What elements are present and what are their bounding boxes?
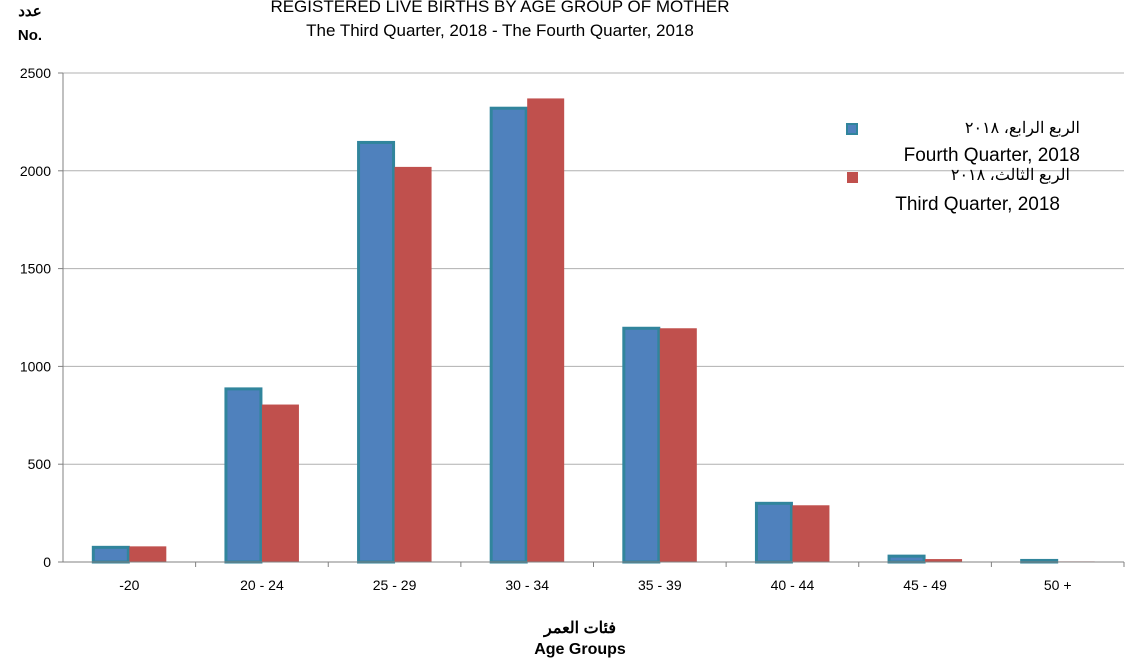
bar-third-quarter <box>129 546 167 562</box>
x-tick-label: 45 - 49 <box>903 577 947 593</box>
chart-subtitle: The Third Quarter, 2018 - The Fourth Qua… <box>306 21 694 40</box>
legend-swatch-fourth-quarter <box>846 123 858 135</box>
x-tick-label: 50 + <box>1044 577 1072 593</box>
x-axis-label-arabic: فئات العمر <box>544 620 616 637</box>
x-tick-label: 25 - 29 <box>373 577 417 593</box>
legend-label-arabic: الربع الثالث، ٢٠١٨ <box>950 167 1070 184</box>
legend-label: Third Quarter, 2018 <box>895 194 1060 215</box>
bar-fourth-quarter <box>91 545 130 564</box>
x-tick-label: 30 - 34 <box>505 577 549 593</box>
legend-label-arabic: الربع الرابع، ٢٠١٨ <box>964 120 1080 137</box>
legend-label: Fourth Quarter, 2018 <box>903 145 1080 166</box>
bar-third-quarter <box>925 559 963 562</box>
y-tick-label: 2000 <box>20 163 51 179</box>
chart-title-line: REGISTERED LIVE BIRTHS BY AGE GROUP OF M… <box>270 0 730 16</box>
bar-third-quarter <box>261 404 299 562</box>
y-tick-label: 2500 <box>20 65 51 81</box>
y-axis-label-arabic: عدد <box>18 3 42 20</box>
bar-fourth-quarter <box>754 501 793 564</box>
bar-fourth-quarter <box>357 140 396 564</box>
bar-third-quarter <box>527 98 565 562</box>
x-tick-label: -20 <box>119 577 139 593</box>
legend-swatch-third-quarter <box>847 172 858 183</box>
bar-fourth-quarter <box>622 326 661 564</box>
bar-fourth-quarter <box>887 554 926 564</box>
bar-third-quarter <box>792 505 830 562</box>
x-tick-label: 35 - 39 <box>638 577 682 593</box>
bar-third-quarter <box>659 328 697 562</box>
y-tick-label: 1500 <box>20 261 51 277</box>
y-tick-label: 500 <box>28 456 52 472</box>
bar-third-quarter <box>394 166 432 562</box>
x-axis-label: Age Groups <box>534 641 626 658</box>
y-axis-label: No. <box>17 27 43 44</box>
x-tick-label: 20 - 24 <box>240 577 284 593</box>
x-tick-label: 40 - 44 <box>771 577 815 593</box>
y-tick-label: 1000 <box>20 358 51 374</box>
bar-fourth-quarter <box>224 387 263 564</box>
y-tick-label: 0 <box>43 554 51 570</box>
bar-fourth-quarter <box>489 106 528 564</box>
